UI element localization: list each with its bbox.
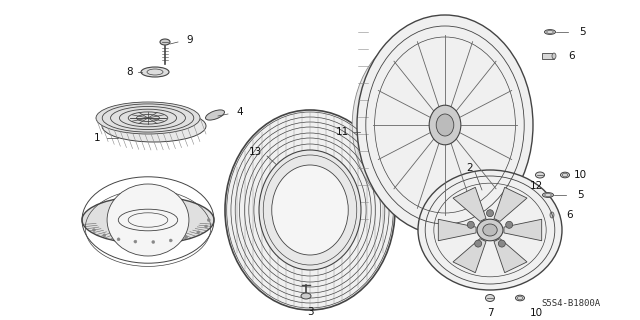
Circle shape [103, 234, 106, 237]
Text: 5: 5 [577, 190, 583, 200]
Text: 8: 8 [127, 67, 133, 77]
Ellipse shape [357, 15, 533, 235]
Circle shape [197, 231, 200, 234]
Text: 7: 7 [486, 308, 493, 318]
Polygon shape [453, 239, 486, 273]
Text: 11: 11 [335, 127, 349, 137]
Circle shape [486, 210, 493, 217]
Text: 6: 6 [566, 210, 573, 220]
Ellipse shape [205, 110, 225, 120]
Ellipse shape [107, 184, 189, 256]
Ellipse shape [418, 170, 562, 290]
Ellipse shape [272, 165, 348, 255]
Ellipse shape [515, 295, 525, 301]
Ellipse shape [550, 212, 554, 218]
Bar [540, 212, 552, 218]
Circle shape [467, 221, 474, 228]
Text: 4: 4 [237, 107, 243, 117]
Polygon shape [453, 187, 486, 221]
Circle shape [475, 240, 482, 247]
Ellipse shape [160, 39, 170, 45]
Ellipse shape [96, 102, 200, 134]
Circle shape [117, 238, 120, 241]
Ellipse shape [82, 196, 214, 244]
Circle shape [205, 225, 207, 228]
Text: 10: 10 [529, 308, 543, 318]
Text: 12: 12 [529, 181, 543, 191]
Circle shape [134, 240, 137, 243]
Circle shape [499, 240, 506, 247]
Ellipse shape [436, 114, 454, 136]
Text: 13: 13 [248, 147, 262, 157]
Polygon shape [494, 187, 527, 221]
Ellipse shape [545, 30, 556, 34]
Text: 3: 3 [307, 307, 314, 317]
Text: 9: 9 [187, 35, 193, 45]
Ellipse shape [301, 293, 311, 299]
Circle shape [185, 236, 188, 239]
Ellipse shape [259, 150, 361, 270]
Ellipse shape [477, 219, 503, 241]
Ellipse shape [543, 193, 554, 197]
Text: 1: 1 [93, 133, 100, 143]
Text: S5S4-B1800A: S5S4-B1800A [541, 299, 600, 308]
Text: 5: 5 [580, 27, 586, 37]
Ellipse shape [486, 294, 495, 301]
Circle shape [152, 241, 155, 244]
Circle shape [92, 228, 95, 232]
Circle shape [207, 219, 210, 221]
Text: 6: 6 [569, 51, 575, 61]
Ellipse shape [225, 110, 395, 310]
Ellipse shape [552, 53, 556, 59]
Polygon shape [494, 239, 527, 273]
Ellipse shape [141, 67, 169, 77]
Text: 2: 2 [467, 163, 474, 173]
Bar [542, 53, 554, 59]
Ellipse shape [429, 105, 461, 145]
Ellipse shape [536, 172, 545, 178]
Ellipse shape [483, 224, 497, 236]
Circle shape [169, 239, 172, 242]
Ellipse shape [102, 110, 206, 142]
Polygon shape [438, 219, 476, 241]
Circle shape [506, 221, 513, 228]
Polygon shape [504, 219, 541, 241]
Ellipse shape [109, 206, 186, 234]
Ellipse shape [352, 31, 502, 219]
Ellipse shape [561, 172, 570, 178]
Text: 10: 10 [573, 170, 587, 180]
